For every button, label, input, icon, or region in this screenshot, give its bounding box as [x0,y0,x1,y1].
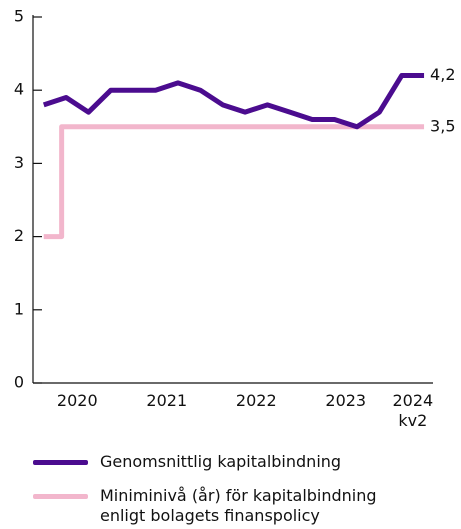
legend-swatch [33,494,88,499]
y-tick-label: 0 [14,373,24,392]
y-tick-label: 5 [14,7,24,26]
y-tick-label: 2 [14,226,24,245]
y-tick-label: 1 [14,299,24,318]
legend-label: Genomsnittlig kapitalbindning [100,452,342,471]
x-tick-label: 2020 [56,391,98,410]
legend-swatch [33,460,88,465]
y-tick-label: 4 [14,80,24,99]
series-line [43,124,425,240]
chart: 0 1 2 3 4 5 3,5 4,2 [14,7,456,392]
x-tick-label: 2024 kv2 [392,391,434,430]
legend-label: Miniminivå (år) för kapitalbindning enli… [100,486,377,525]
x-tick-label: 2023 [325,391,367,410]
legend-item: Miniminivå (år) för kapitalbindning enli… [33,486,377,526]
x-tick-label: 2021 [146,391,188,410]
end-label: 4,2 [430,65,455,84]
y-tick-label: 3 [14,153,24,172]
x-tick-label: 2022 [235,391,277,410]
series-line [42,73,425,130]
legend-item: Genomsnittlig kapitalbindning [33,452,341,472]
end-label: 3,5 [430,116,455,135]
